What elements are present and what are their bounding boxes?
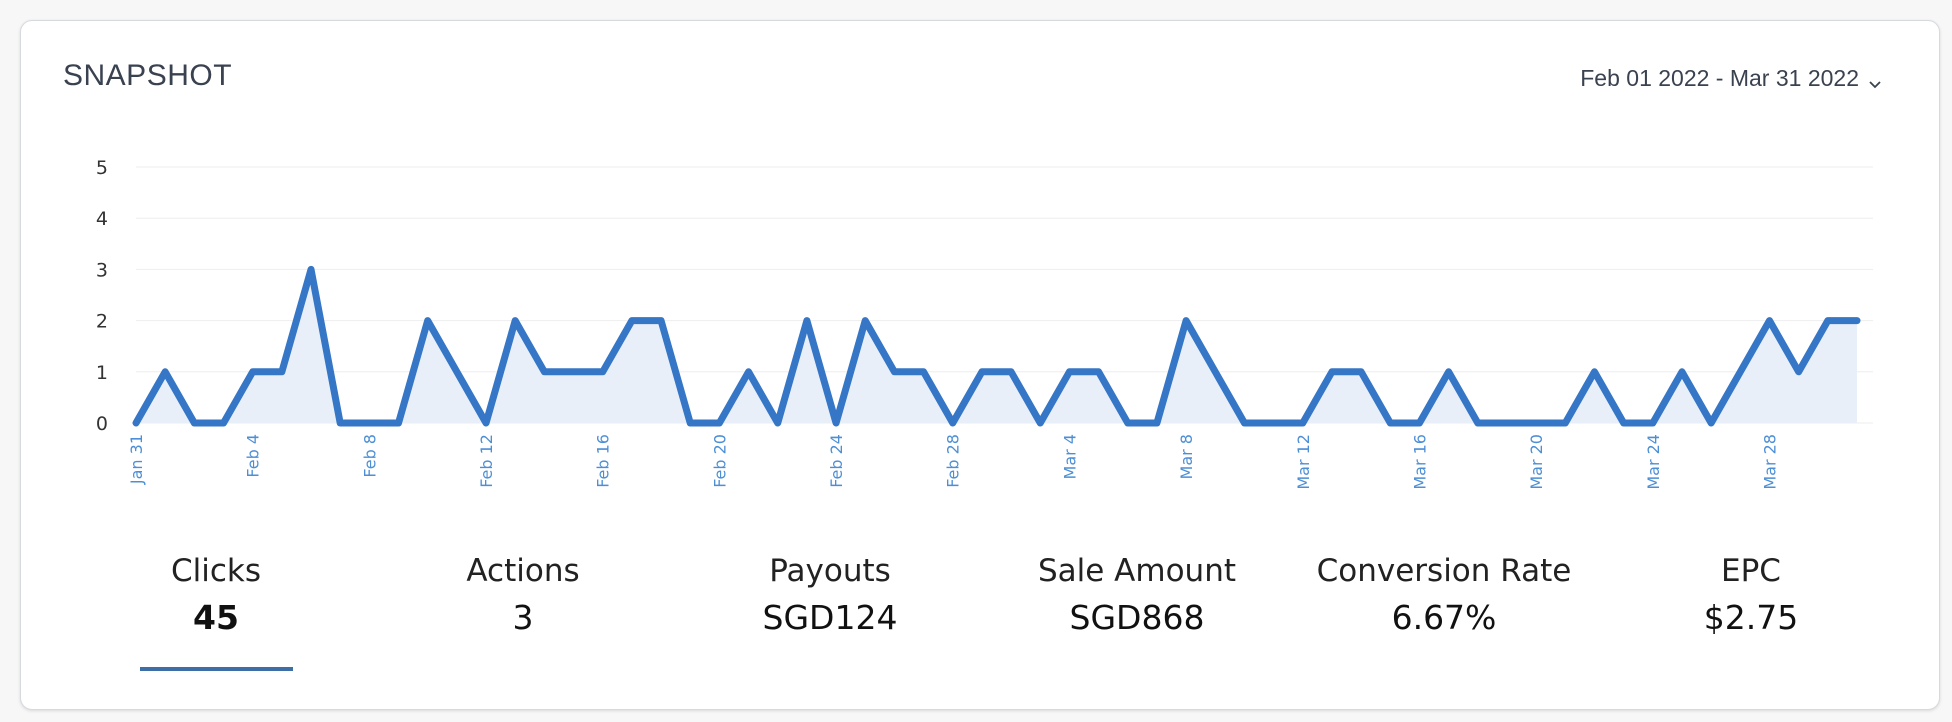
x-tick-label: Feb 20 <box>710 434 729 488</box>
x-tick-label: Feb 12 <box>477 434 496 488</box>
chevron-down-icon <box>1867 71 1883 88</box>
metric-value: SGD868 <box>1069 598 1205 637</box>
metric-value: 6.67% <box>1391 598 1497 637</box>
series-area <box>136 269 1857 423</box>
metric-value: 3 <box>512 598 534 637</box>
x-tick-label: Mar 28 <box>1760 434 1779 490</box>
metric-sale-amount[interactable]: Sale Amount SGD868 <box>987 549 1287 643</box>
date-range-selector[interactable]: Feb 01 2022 - Mar 31 2022 <box>1580 65 1883 92</box>
y-tick-label: 5 <box>96 157 108 179</box>
metrics-row: Clicks 45 Actions 3 Payouts SGD124 Sale … <box>21 549 1941 699</box>
metric-label: Payouts <box>769 553 891 589</box>
metric-value: SGD124 <box>762 598 898 637</box>
metric-value: 45 <box>193 598 239 637</box>
metric-payouts[interactable]: Payouts SGD124 <box>680 549 980 643</box>
card-title: SNAPSHOT <box>63 59 233 92</box>
y-tick-label: 1 <box>96 362 108 384</box>
x-tick-label: Feb 4 <box>244 434 263 478</box>
metric-label: Actions <box>466 553 580 589</box>
metric-value: $2.75 <box>1703 598 1799 637</box>
metric-conversion-rate[interactable]: Conversion Rate 6.67% <box>1294 549 1594 643</box>
metric-actions[interactable]: Actions 3 <box>373 549 673 643</box>
x-tick-label: Mar 4 <box>1060 434 1079 479</box>
y-tick-label: 4 <box>96 208 108 230</box>
metric-label: Conversion Rate <box>1316 553 1572 589</box>
y-tick-label: 3 <box>96 259 108 281</box>
x-tick-label: Mar 12 <box>1294 434 1313 490</box>
metric-label: Clicks <box>170 553 262 589</box>
snapshot-card: SNAPSHOT Feb 01 2022 - Mar 31 2022 0 1 2 3 4… <box>20 20 1940 710</box>
date-range-label: Feb 01 2022 - Mar 31 2022 <box>1580 65 1859 91</box>
series-line <box>132 265 1861 427</box>
y-tick-label: 2 <box>96 311 108 333</box>
x-tick-label: Mar 24 <box>1644 434 1663 490</box>
metric-clicks[interactable]: Clicks 45 <box>66 549 366 643</box>
clicks-line-chart: 0 1 2 3 4 5 Jan 31 Feb 4 Feb 8 Feb 12 Feb 16 Feb 20… <box>96 157 1873 490</box>
active-metric-underline <box>140 667 293 671</box>
metric-label: Sale Amount <box>1037 553 1237 589</box>
x-tick-label: Mar 20 <box>1527 434 1546 490</box>
x-tick-label: Feb 28 <box>944 434 963 488</box>
x-tick-label: Feb 16 <box>594 434 613 488</box>
metric-label: EPC <box>1721 553 1781 589</box>
x-tick-label: Feb 24 <box>827 434 846 488</box>
x-tick-label: Mar 8 <box>1177 434 1196 479</box>
metric-epc[interactable]: EPC $2.75 <box>1601 549 1901 643</box>
x-tick-label: Mar 16 <box>1410 434 1429 490</box>
x-tick-label: Feb 8 <box>360 434 379 478</box>
x-tick-label: Jan 31 <box>127 434 146 485</box>
y-tick-label: 0 <box>96 413 108 435</box>
